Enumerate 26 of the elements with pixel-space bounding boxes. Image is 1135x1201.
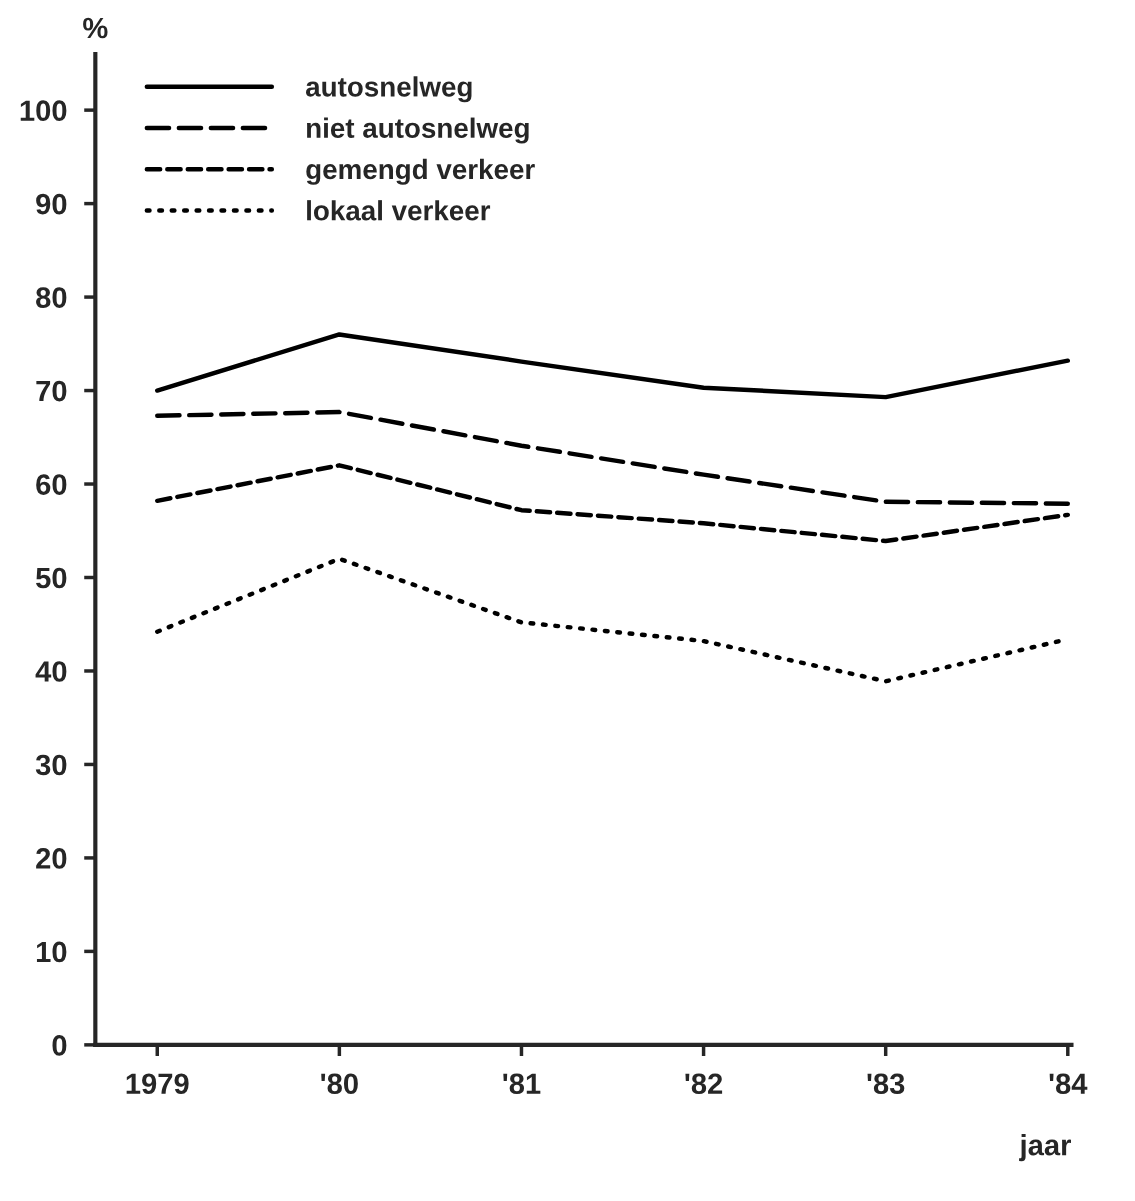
y-tick-label: 70 <box>36 380 67 402</box>
legend-label: lokaal verkeer <box>307 200 491 221</box>
y-tick-label: 30 <box>35 754 67 776</box>
line-series <box>155 332 1071 400</box>
x-tick-label: '81 <box>503 1073 541 1095</box>
legend-label: gemengd verkeer <box>306 158 535 185</box>
y-tick-label: 0 <box>52 1035 67 1056</box>
x-tick-label: '82 <box>685 1073 723 1095</box>
x-tick-label: '84 <box>1049 1073 1088 1095</box>
y-tick-label: 100 <box>20 100 67 121</box>
y-tick-label: 90 <box>36 193 67 215</box>
y-tick-label: 50 <box>36 567 67 589</box>
line-series <box>155 463 1071 544</box>
x-tick-label: '83 <box>867 1073 905 1095</box>
x-axis-title: jaar <box>1019 1134 1071 1162</box>
y-tick-label: 20 <box>36 848 67 869</box>
y-tick-label: 10 <box>36 941 67 963</box>
y-tick-label: 60 <box>36 474 67 495</box>
y-tick-label: 80 <box>36 287 67 308</box>
y-axis-title: % <box>83 17 108 39</box>
y-tick-label: 40 <box>35 661 67 682</box>
legend-label: autosnelweg <box>305 76 472 103</box>
line-series <box>155 409 1071 506</box>
legend-label: niet autosnelweg <box>307 117 529 144</box>
x-tick-label: '80 <box>321 1073 358 1095</box>
x-tick-label: 1979 <box>126 1073 189 1095</box>
